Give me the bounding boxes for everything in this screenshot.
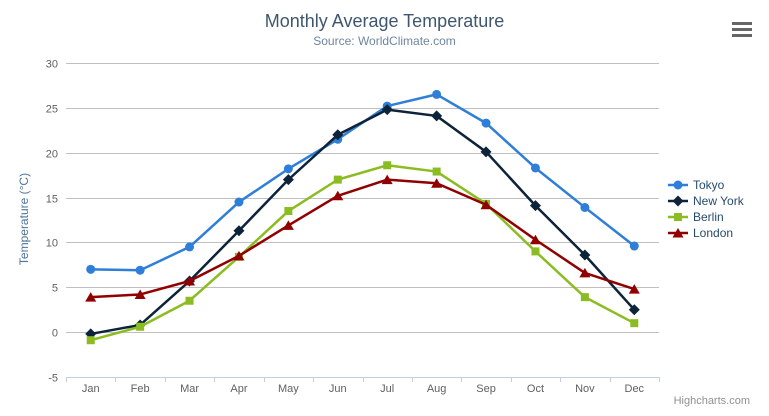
legend-label: Tokyo bbox=[693, 178, 725, 192]
data-point-marker-triangle[interactable] bbox=[529, 234, 541, 245]
legend-label: New York bbox=[693, 194, 744, 208]
x-axis-tick-label: Jan bbox=[82, 383, 100, 395]
hamburger-menu-icon[interactable] bbox=[732, 22, 752, 37]
data-point-marker-square[interactable] bbox=[383, 161, 392, 170]
x-axis-tick-label: Mar bbox=[180, 383, 199, 395]
data-point-marker-diamond[interactable] bbox=[480, 146, 492, 158]
data-point-marker-diamond[interactable] bbox=[282, 174, 294, 186]
data-point-marker-square[interactable] bbox=[86, 336, 95, 345]
data-point-marker-circle[interactable] bbox=[481, 118, 491, 128]
data-point-marker-square[interactable] bbox=[333, 175, 342, 184]
legend: Tokyo New York Berlin London bbox=[668, 177, 744, 241]
data-point-marker-circle[interactable] bbox=[530, 163, 540, 173]
data-point-marker-circle[interactable] bbox=[135, 265, 145, 275]
y-axis-tick-label: 25 bbox=[46, 104, 58, 116]
data-point-marker-square[interactable] bbox=[284, 207, 293, 216]
data-point-marker-diamond[interactable] bbox=[381, 104, 393, 116]
data-point-marker-triangle[interactable] bbox=[628, 284, 640, 294]
legend-marker-triangle bbox=[668, 228, 688, 238]
data-point-marker-square[interactable] bbox=[136, 322, 145, 331]
chart-subtitle: Source: WorldClimate.com bbox=[313, 34, 456, 48]
legend-item-london[interactable]: London bbox=[668, 225, 744, 241]
data-point-marker-triangle[interactable] bbox=[233, 250, 245, 261]
data-point-marker-triangle[interactable] bbox=[480, 199, 492, 210]
legend-marker-circle bbox=[668, 180, 688, 190]
data-point-marker-diamond[interactable] bbox=[233, 225, 245, 237]
data-point-marker-circle[interactable] bbox=[86, 264, 96, 274]
legend-marker-diamond bbox=[668, 195, 688, 207]
legend-label: Berlin bbox=[693, 210, 724, 224]
highcharts-credit-link[interactable]: Highcharts.com bbox=[673, 395, 750, 407]
legend-item-berlin[interactable]: Berlin bbox=[668, 209, 744, 225]
legend-item-tokyo[interactable]: Tokyo bbox=[668, 177, 744, 193]
x-axis-tick-label: Sep bbox=[476, 383, 496, 395]
y-axis-tick-label: 20 bbox=[46, 149, 58, 161]
data-point-marker-square[interactable] bbox=[630, 319, 639, 328]
x-axis-tick-label: Feb bbox=[131, 383, 150, 395]
x-axis-tick-label: Dec bbox=[625, 383, 645, 395]
x-axis-tick-label: Oct bbox=[527, 383, 544, 395]
data-point-marker-diamond[interactable] bbox=[332, 129, 344, 141]
data-point-marker-square[interactable] bbox=[580, 293, 589, 302]
y-axis-tick-label: 15 bbox=[46, 194, 58, 206]
series-line-tokyo[interactable] bbox=[89, 93, 636, 272]
y-axis-title: Temperature (°C) bbox=[17, 172, 31, 266]
data-point-marker-triangle[interactable] bbox=[381, 174, 393, 185]
x-axis-tick-label: Apr bbox=[230, 383, 247, 395]
x-axis-tick-label: Nov bbox=[575, 383, 595, 395]
x-axis-tick-label: Aug bbox=[427, 383, 447, 395]
hamburger-bar bbox=[732, 28, 752, 31]
data-point-marker-circle[interactable] bbox=[432, 89, 442, 99]
data-point-marker-square[interactable] bbox=[531, 247, 540, 256]
x-axis-tick-label: Jun bbox=[329, 383, 347, 395]
legend-label: London bbox=[693, 226, 734, 240]
data-point-marker-diamond[interactable] bbox=[431, 110, 443, 122]
data-point-marker-circle[interactable] bbox=[629, 241, 639, 251]
data-point-marker-triangle[interactable] bbox=[332, 190, 344, 201]
data-point-marker-circle[interactable] bbox=[580, 202, 590, 212]
legend-item-new-york[interactable]: New York bbox=[668, 193, 744, 209]
y-axis-tick-label: 5 bbox=[52, 283, 58, 295]
data-point-marker-triangle[interactable] bbox=[184, 276, 196, 286]
data-point-marker-diamond[interactable] bbox=[529, 200, 541, 212]
data-point-marker-circle[interactable] bbox=[185, 242, 195, 252]
data-point-marker-triangle[interactable] bbox=[134, 289, 146, 299]
y-axis-tick-label: 30 bbox=[46, 59, 58, 71]
series-line-london[interactable] bbox=[89, 178, 636, 299]
data-point-marker-diamond[interactable] bbox=[628, 304, 640, 316]
hamburger-bar bbox=[732, 22, 752, 25]
y-axis-tick-label: 0 bbox=[52, 328, 58, 340]
series-line-new-york[interactable] bbox=[89, 108, 636, 336]
x-axis-tick-label: May bbox=[278, 383, 299, 395]
data-point-marker-circle[interactable] bbox=[234, 197, 244, 207]
data-point-marker-triangle[interactable] bbox=[282, 220, 294, 230]
data-point-marker-square[interactable] bbox=[185, 296, 194, 305]
hamburger-bar bbox=[732, 34, 752, 37]
data-point-marker-triangle[interactable] bbox=[579, 267, 591, 278]
data-point-marker-square[interactable] bbox=[432, 167, 441, 176]
data-point-marker-triangle[interactable] bbox=[85, 292, 97, 302]
y-axis-tick-label: -5 bbox=[48, 373, 58, 385]
series-line-berlin[interactable] bbox=[89, 164, 636, 342]
data-point-marker-diamond[interactable] bbox=[579, 249, 591, 261]
chart-title: Monthly Average Temperature bbox=[264, 11, 505, 31]
y-axis-tick-label: 10 bbox=[46, 238, 58, 250]
x-axis-tick-label: Jul bbox=[380, 383, 394, 395]
data-point-marker-triangle[interactable] bbox=[431, 178, 443, 188]
data-point-marker-circle[interactable] bbox=[283, 164, 293, 174]
legend-marker-square bbox=[668, 213, 688, 221]
